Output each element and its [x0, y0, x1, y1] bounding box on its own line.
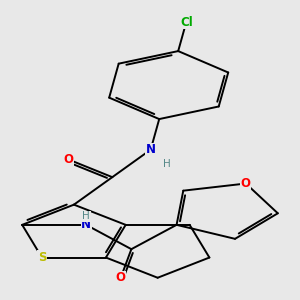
Text: O: O: [116, 271, 126, 284]
Text: N: N: [146, 143, 156, 156]
Text: O: O: [241, 177, 251, 190]
Text: H: H: [163, 159, 171, 170]
Text: H: H: [82, 211, 90, 221]
Text: S: S: [38, 251, 46, 264]
Text: N: N: [81, 218, 91, 231]
Text: O: O: [64, 153, 74, 166]
Text: Cl: Cl: [180, 16, 193, 29]
